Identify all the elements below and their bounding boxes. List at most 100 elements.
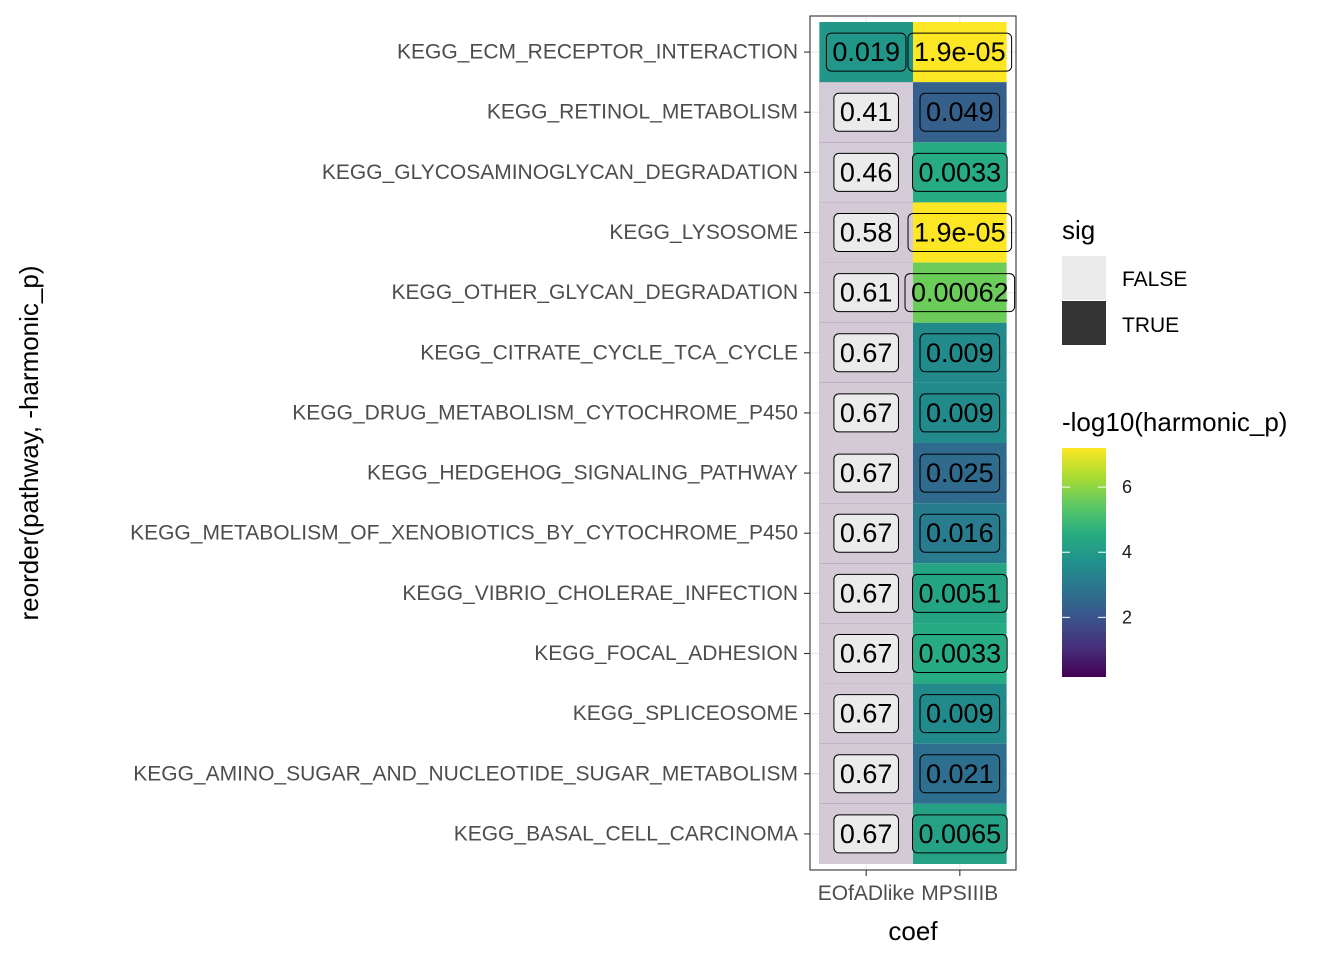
cell-label: 0.00062 xyxy=(911,278,1009,308)
cell-label-group: 0.0033 xyxy=(912,633,1008,673)
x-tick-label: EOfADlike xyxy=(818,882,915,905)
cell-label-group: 0.021 xyxy=(919,754,1001,794)
cell-label: 0.019 xyxy=(832,37,900,67)
y-tick-label: KEGG_ECM_RECEPTOR_INTERACTION xyxy=(397,41,798,64)
legend-label-true: TRUE xyxy=(1122,314,1179,337)
cell-label-group: 0.0051 xyxy=(912,573,1008,613)
cell-label: 0.61 xyxy=(840,278,893,308)
cell-label-group: 0.67 xyxy=(833,453,899,493)
cell-label: 0.67 xyxy=(840,638,893,668)
cell-label: 0.049 xyxy=(926,97,994,127)
cell-label-box xyxy=(833,393,899,433)
tile xyxy=(913,322,1007,383)
cell-label: 0.67 xyxy=(840,759,893,789)
cell-label: 0.67 xyxy=(840,699,893,729)
panel-border xyxy=(809,15,1017,871)
tile xyxy=(913,683,1007,744)
cell-label: 0.009 xyxy=(926,699,994,729)
x-axis: EOfADlike MPSIIIB xyxy=(818,870,998,905)
legend-colorbar: -log10(harmonic_p) 2 4 6 xyxy=(1062,407,1287,677)
colorbar xyxy=(1062,448,1106,677)
cell-label-group: 0.67 xyxy=(833,333,899,373)
cell-label-box xyxy=(912,152,1008,192)
y-tick-label: KEGG_DRUG_METABOLISM_CYTOCHROME_P450 xyxy=(292,401,798,424)
cell-label-group: 0.0065 xyxy=(912,814,1008,854)
cell-label-group: 0.67 xyxy=(833,393,899,433)
cell-label-box xyxy=(919,694,1001,734)
tile xyxy=(913,262,1007,323)
tile xyxy=(913,202,1007,263)
tile xyxy=(913,743,1007,804)
cell-label-box xyxy=(833,213,899,253)
cell-label: 0.0033 xyxy=(919,157,1002,187)
heatmap-tiles xyxy=(819,22,1007,864)
tile xyxy=(913,803,1007,864)
cell-label: 1.9e-05 xyxy=(914,37,1006,67)
tile xyxy=(913,623,1007,684)
cell-label-box xyxy=(912,814,1008,854)
cell-label-group: 0.0033 xyxy=(912,152,1008,192)
cell-label-group: 0.67 xyxy=(833,814,899,854)
cell-label-box xyxy=(919,333,1001,373)
cell-label-box xyxy=(833,633,899,673)
cell-label-group: 0.67 xyxy=(833,694,899,734)
cell-label-box xyxy=(833,453,899,493)
cell-label-box xyxy=(907,213,1013,253)
legend-label-false: FALSE xyxy=(1122,268,1187,291)
cell-label: 0.46 xyxy=(840,157,893,187)
y-tick-label: KEGG_HEDGEHOG_SIGNALING_PATHWAY xyxy=(367,462,798,485)
cell-label-box xyxy=(912,573,1008,613)
colorbar-tick-label: 6 xyxy=(1122,477,1132,497)
cell-label-group: 0.016 xyxy=(919,513,1001,553)
y-tick-label: KEGG_FOCAL_ADHESION xyxy=(534,642,798,665)
colorbar-tick-label: 4 xyxy=(1122,542,1132,562)
cell-label-box xyxy=(904,273,1016,313)
cell-label-box xyxy=(833,694,899,734)
cell-label-box xyxy=(919,513,1001,553)
cell-label-box xyxy=(833,754,899,794)
legend-key-false xyxy=(1062,256,1106,300)
legend-sig-title: sig xyxy=(1062,215,1095,245)
tile xyxy=(913,382,1007,443)
cell-label-box xyxy=(907,32,1013,72)
cell-label-box xyxy=(825,32,907,72)
cell-label-box xyxy=(919,92,1001,132)
cell-label: 1.9e-05 xyxy=(914,218,1006,248)
y-tick-label: KEGG_SPLICEOSOME xyxy=(573,702,798,725)
cell-label-group: 0.41 xyxy=(833,92,899,132)
cell-label-group: 0.61 xyxy=(833,273,899,313)
y-tick-label: KEGG_GLYCOSAMINOGLYCAN_DEGRADATION xyxy=(322,161,798,184)
cell-label-group: 0.46 xyxy=(833,152,899,192)
y-axis-title: reorder(pathway, -harmonic_p) xyxy=(14,266,44,621)
y-axis: KEGG_ECM_RECEPTOR_INTERACTION KEGG_RETINO… xyxy=(130,41,810,845)
cell-label-box xyxy=(833,152,899,192)
tile xyxy=(913,142,1007,203)
cell-label-box xyxy=(912,633,1008,673)
y-tick-label: KEGG_METABOLISM_OF_XENOBIOTICS_BY_CYTOCH… xyxy=(130,522,798,545)
cell-label-box xyxy=(919,393,1001,433)
cell-label-group: 0.67 xyxy=(833,573,899,613)
cell-label: 0.67 xyxy=(840,398,893,428)
cell-label-box xyxy=(833,333,899,373)
cell-label-group: 0.67 xyxy=(833,754,899,794)
cell-label: 0.0033 xyxy=(919,638,1002,668)
cell-label: 0.021 xyxy=(926,759,994,789)
cell-label-box xyxy=(919,453,1001,493)
x-tick-label: MPSIIIB xyxy=(921,882,998,905)
cell-label-group: 1.9e-05 xyxy=(907,32,1013,72)
y-tick-label: KEGG_AMINO_SUGAR_AND_NUCLEOTIDE_SUGAR_ME… xyxy=(133,762,798,785)
legend-colorbar-title: -log10(harmonic_p) xyxy=(1062,407,1287,437)
cell-label-group: 0.58 xyxy=(833,213,899,253)
y-tick-label: KEGG_VIBRIO_CHOLERAE_INFECTION xyxy=(402,582,798,605)
cell-label: 0.67 xyxy=(840,518,893,548)
tile xyxy=(819,22,913,83)
cell-label: 0.67 xyxy=(840,819,893,849)
cell-label-group: 0.009 xyxy=(919,393,1001,433)
cell-label-box xyxy=(833,273,899,313)
y-tick-label: KEGG_RETINOL_METABOLISM xyxy=(487,101,798,124)
cell-label-box xyxy=(833,92,899,132)
cell-label: 0.009 xyxy=(926,338,994,368)
colorbar-ticks: 2 4 6 xyxy=(1062,477,1132,627)
cell-label: 0.025 xyxy=(926,458,994,488)
